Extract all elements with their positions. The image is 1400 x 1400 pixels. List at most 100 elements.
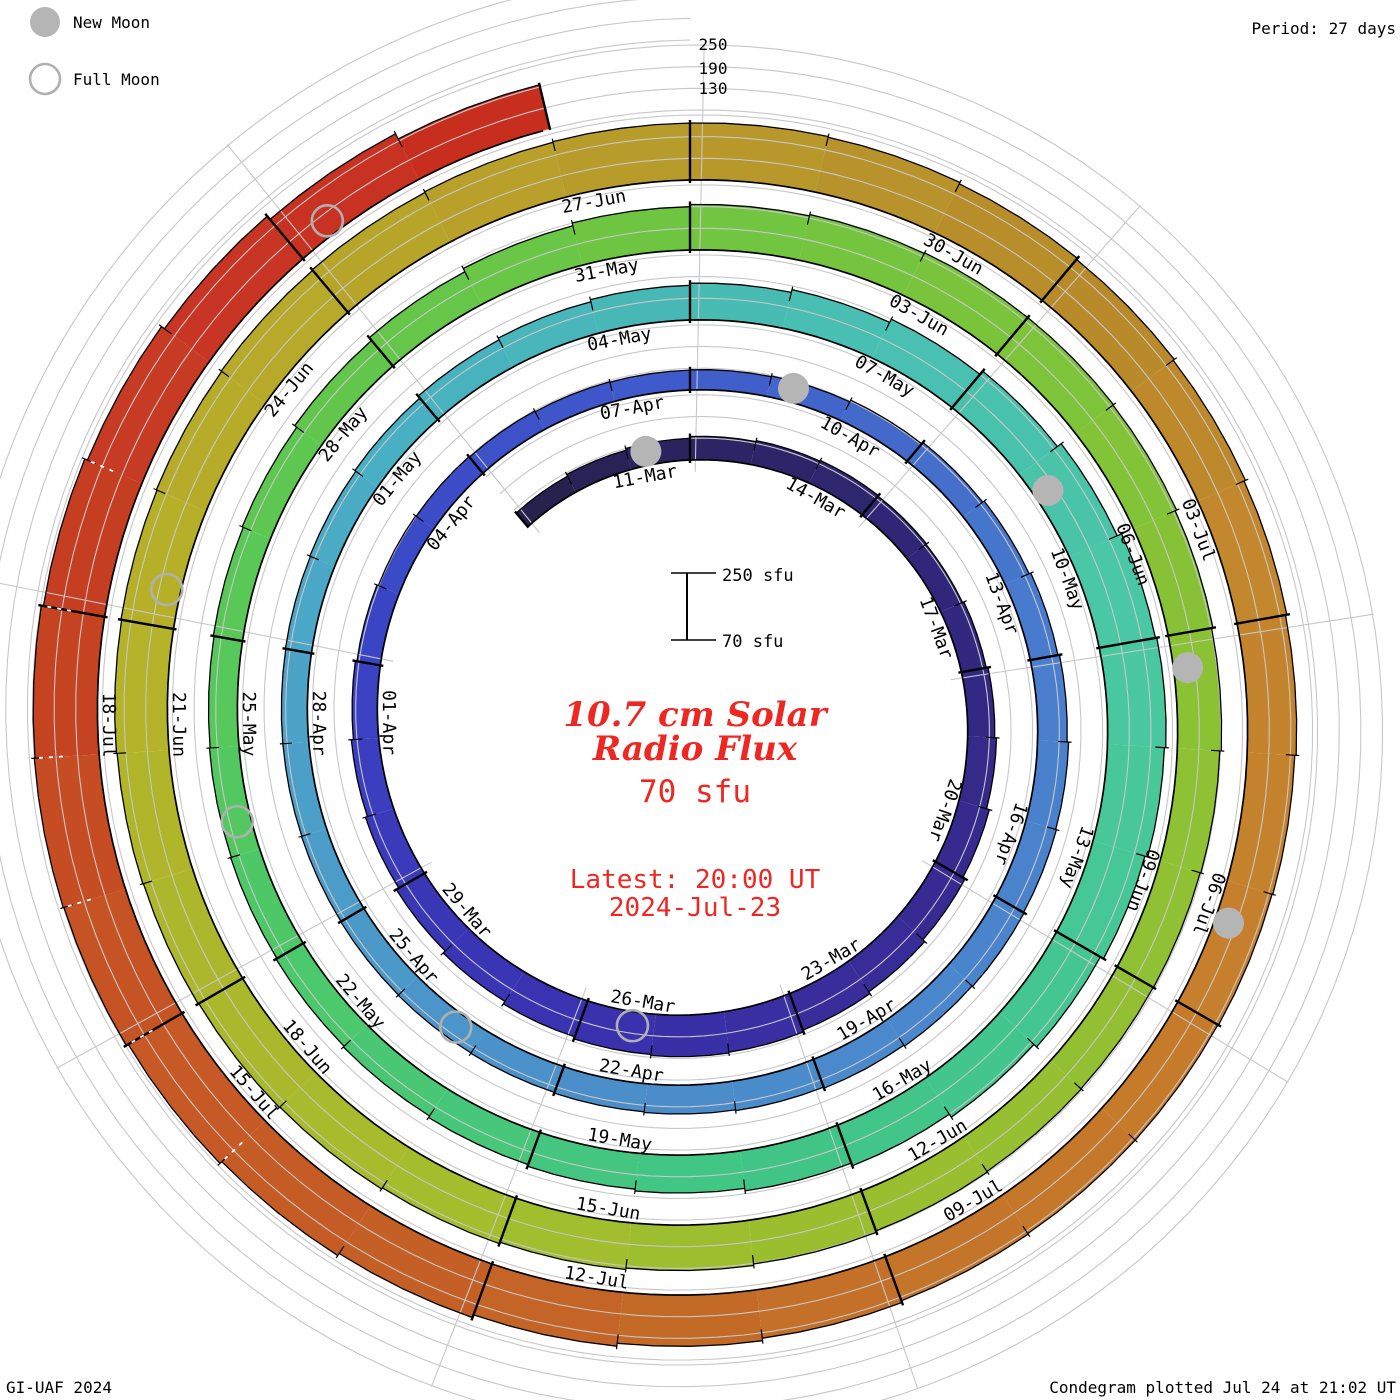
tick-3day (497, 1194, 519, 1247)
tick-day (395, 988, 406, 998)
flux-bar (473, 1264, 624, 1347)
bar-outer-edge (823, 1044, 905, 1089)
saturation-dash (129, 1029, 153, 1045)
tick-day (1022, 1225, 1031, 1238)
bar-outer-edge (212, 527, 244, 637)
spoke (950, 613, 1374, 681)
bar-outer-edge (1134, 1024, 1219, 1141)
bar-outer-edge (207, 636, 215, 749)
bar-outer-edge (497, 301, 592, 339)
bar-outer-edge (891, 318, 981, 375)
bar-outer-edge (275, 958, 345, 1047)
bar-outer-edge (634, 1187, 745, 1194)
bar-outer-edge (744, 1162, 852, 1192)
bar-outer-edge (462, 225, 574, 270)
bar-outer-edge (428, 1116, 529, 1166)
bar-outer-edge (382, 1187, 500, 1245)
flux-bar (961, 667, 995, 738)
flux-bar (535, 381, 615, 430)
tick-day (634, 1180, 637, 1195)
bar-outer-edge (1058, 654, 1068, 742)
flux-bar (934, 183, 1078, 301)
flux-bar (527, 1132, 640, 1190)
tick-day (954, 600, 967, 607)
tick-3day (787, 990, 806, 1036)
tick-day (1155, 746, 1169, 749)
tick-3day (1174, 999, 1222, 1028)
flux-bar (644, 1081, 736, 1114)
bar-outer-edge (1027, 1139, 1136, 1235)
flux-bar (963, 501, 1030, 585)
grid-spokes (0, 43, 1374, 1390)
bar-outer-edge (397, 84, 540, 140)
bar-outer-edge (356, 584, 378, 662)
tick-day (1108, 532, 1125, 540)
bar-outer-edge (309, 470, 357, 557)
flux-bar (789, 961, 870, 1031)
bar-outer-edge (689, 369, 772, 378)
bar-outer-edge (368, 271, 466, 339)
tick-day (743, 1179, 746, 1194)
flux-bar (282, 742, 327, 837)
full-moon-marker (220, 804, 255, 839)
tick-day (727, 1043, 730, 1057)
flux-bar (443, 928, 525, 1002)
tick-day (589, 296, 594, 311)
bar-outer-edge (424, 141, 554, 193)
date-label: 28-Apr (308, 691, 330, 756)
scale-130: 130 (699, 79, 728, 98)
bar-outer-edge (756, 439, 821, 462)
flux-bar (782, 289, 890, 358)
bar-outer-edge (1172, 359, 1247, 481)
tick-3day (282, 646, 315, 655)
bar-outer-edge (1055, 741, 1070, 830)
flux-bar (997, 317, 1114, 434)
flux-bar (1069, 533, 1156, 648)
tick-day (501, 993, 511, 1007)
tick-day (1073, 1082, 1084, 1092)
tick-day (1105, 402, 1117, 411)
flux-bar (1227, 752, 1295, 895)
flux-bar (925, 1012, 1034, 1118)
date-label: 01-Apr (378, 690, 400, 755)
flux-bar (398, 84, 550, 180)
flux-bar (690, 204, 810, 261)
tick-day (374, 583, 387, 590)
flux-bar (887, 964, 972, 1047)
bar-outer-edge (42, 458, 86, 607)
tick-day (352, 468, 364, 478)
flux-bar (396, 873, 469, 951)
bar-outer-edge (470, 1052, 555, 1094)
flux-bar (339, 1205, 492, 1318)
tick-day (885, 316, 894, 331)
tick-3day (466, 453, 486, 477)
tick-day (461, 265, 470, 281)
flux-bar (690, 283, 792, 329)
bar-outer-edge (809, 213, 925, 254)
flux-bar (354, 398, 438, 488)
flux-bar (1042, 259, 1175, 392)
flux-bar (198, 978, 317, 1108)
flux-bar (503, 971, 588, 1037)
bar-outer-edge (351, 660, 357, 740)
bar-outer-edge (566, 449, 627, 476)
spoke (694, 43, 705, 472)
legend: New Moon Full Moon (28, 7, 160, 96)
flux-bar (120, 490, 207, 629)
bar-outer-edge (924, 252, 1029, 319)
saturation-dash (222, 1141, 243, 1161)
spoke (858, 204, 1141, 528)
bar-outer-edge (572, 206, 691, 224)
bar-outer-edge (820, 459, 879, 497)
flux-bar (898, 861, 966, 940)
bar-outer-edge (689, 435, 757, 443)
flux-bar (398, 976, 486, 1053)
flux-bar (861, 1136, 988, 1231)
flux-bar (566, 450, 631, 493)
bar-outer-edge (282, 743, 303, 837)
flux-bar (382, 1147, 516, 1244)
flux-bar (690, 123, 829, 192)
tick-day (570, 219, 576, 235)
plot-title-line1: 10.7 cm Solar (563, 695, 828, 735)
